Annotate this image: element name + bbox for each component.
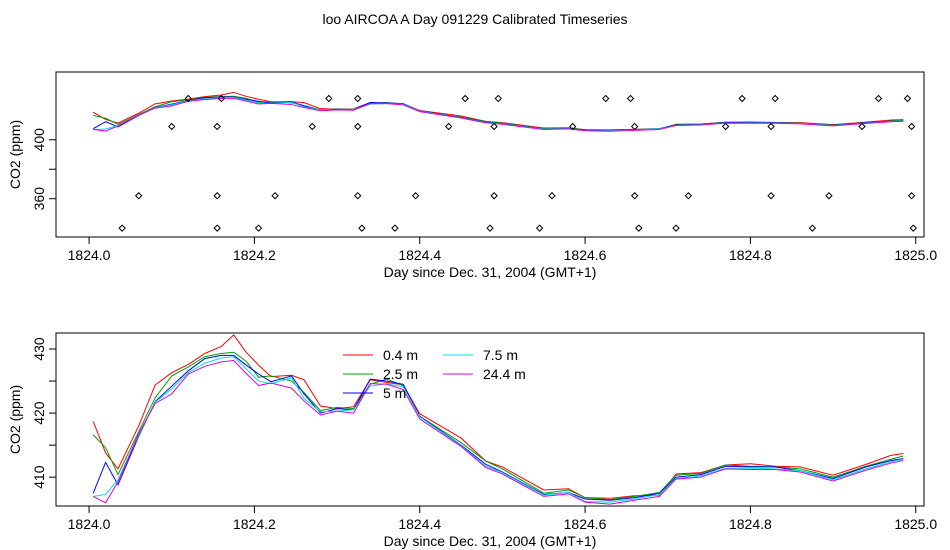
data-point: [490, 192, 498, 200]
x-axis-label: Day since Dec. 31, 2004 (GMT+1): [384, 264, 597, 280]
series-line-2-5-m: [92, 351, 904, 501]
x-tick-label: 1824.0: [68, 247, 111, 263]
data-point: [213, 192, 221, 200]
data-point: [391, 224, 399, 232]
x-tick-label: 1825.0: [894, 516, 937, 532]
data-point: [354, 122, 362, 131]
data-point: [548, 192, 556, 200]
data-point: [808, 224, 817, 232]
data-point: [213, 224, 221, 232]
x-tick-label: 1824.0: [68, 516, 111, 532]
x-axis-label: Day since Dec. 31, 2004 (GMT+1): [384, 533, 597, 549]
data-point: [490, 122, 498, 131]
series-line-24-4-m: [93, 97, 904, 132]
y-tick-label: 400: [31, 128, 47, 152]
data-point: [213, 122, 221, 131]
x-tick-label: 1824.4: [398, 516, 441, 532]
data-point: [271, 192, 279, 200]
panel-2: 1824.0 1824.2 1824.4 1824.6 1824.8 1825.0 Day …: [7, 332, 937, 549]
data-point: [635, 224, 643, 232]
panel-1: 1824.0 1824.2 1824.4 1824.6 1824.8 1825.0 Day …: [7, 71, 937, 280]
x-tick-label: 1824.6: [564, 247, 607, 263]
data-point: [684, 192, 693, 200]
y-axis-label: CO2 (ppm): [7, 385, 23, 454]
series-line-7-5-m: [93, 356, 904, 503]
data-point: [461, 94, 469, 103]
data-point: [907, 192, 916, 200]
data-point: [184, 94, 192, 103]
data-point: [771, 94, 779, 103]
data-point: [118, 224, 126, 232]
data-point: [874, 94, 883, 103]
legend-label: 7.5 m: [483, 347, 518, 363]
data-point: [767, 192, 775, 200]
y-tick-label: 360: [31, 187, 47, 211]
series-lines: [92, 91, 904, 132]
y-tick-label: 420: [31, 401, 47, 425]
legend-label: 0.4 m: [383, 347, 418, 363]
data-point: [568, 122, 577, 131]
plot-frame: [55, 71, 925, 238]
data-point: [308, 122, 316, 131]
data-point: [444, 122, 453, 131]
data-point: [535, 224, 544, 232]
data-point: [358, 224, 366, 232]
data-point: [907, 122, 916, 131]
x-tick-label: 1824.8: [729, 516, 772, 532]
series-lines: [92, 334, 904, 505]
data-point: [825, 192, 833, 200]
series-line-24-4-m: [92, 360, 904, 505]
data-point: [858, 122, 866, 131]
x-tick-label: 1824.4: [398, 247, 441, 263]
data-point: [903, 94, 912, 103]
data-point: [630, 122, 639, 131]
data-point: [254, 224, 263, 232]
data-point: [411, 192, 420, 200]
data-point: [494, 94, 502, 103]
data-point: [602, 94, 610, 103]
x-tick-label: 1824.2: [233, 516, 276, 532]
x-tick-label: 1825.0: [894, 247, 937, 263]
data-point: [168, 122, 176, 131]
data-point: [354, 94, 362, 103]
y-tick-label: 430: [31, 337, 47, 361]
legend-label: 2.5 m: [383, 366, 418, 382]
data-point: [721, 122, 730, 131]
y-tick-label: 410: [31, 465, 47, 489]
x-tick-label: 1824.8: [729, 247, 772, 263]
y-axis-label: CO2 (ppm): [7, 120, 23, 189]
data-point: [738, 94, 746, 103]
x-tick-label: 1824.6: [564, 516, 607, 532]
x-tick-label: 1824.2: [233, 247, 276, 263]
data-point: [354, 192, 362, 200]
plot-frame: [55, 332, 925, 507]
series-line-5-m: [92, 354, 904, 501]
data-point: [630, 192, 639, 200]
data-point: [672, 224, 680, 232]
data-point: [767, 122, 775, 131]
data-point: [217, 94, 226, 103]
data-point: [134, 192, 143, 200]
data-point: [325, 94, 333, 103]
legend-label: 5 m: [383, 385, 406, 401]
legend-label: 24.4 m: [483, 366, 526, 382]
data-point: [626, 94, 635, 103]
data-point: [909, 224, 917, 232]
chart-title: loo AIRCOA A Day 091229 Calibrated Times…: [322, 11, 628, 27]
data-point: [486, 224, 494, 232]
